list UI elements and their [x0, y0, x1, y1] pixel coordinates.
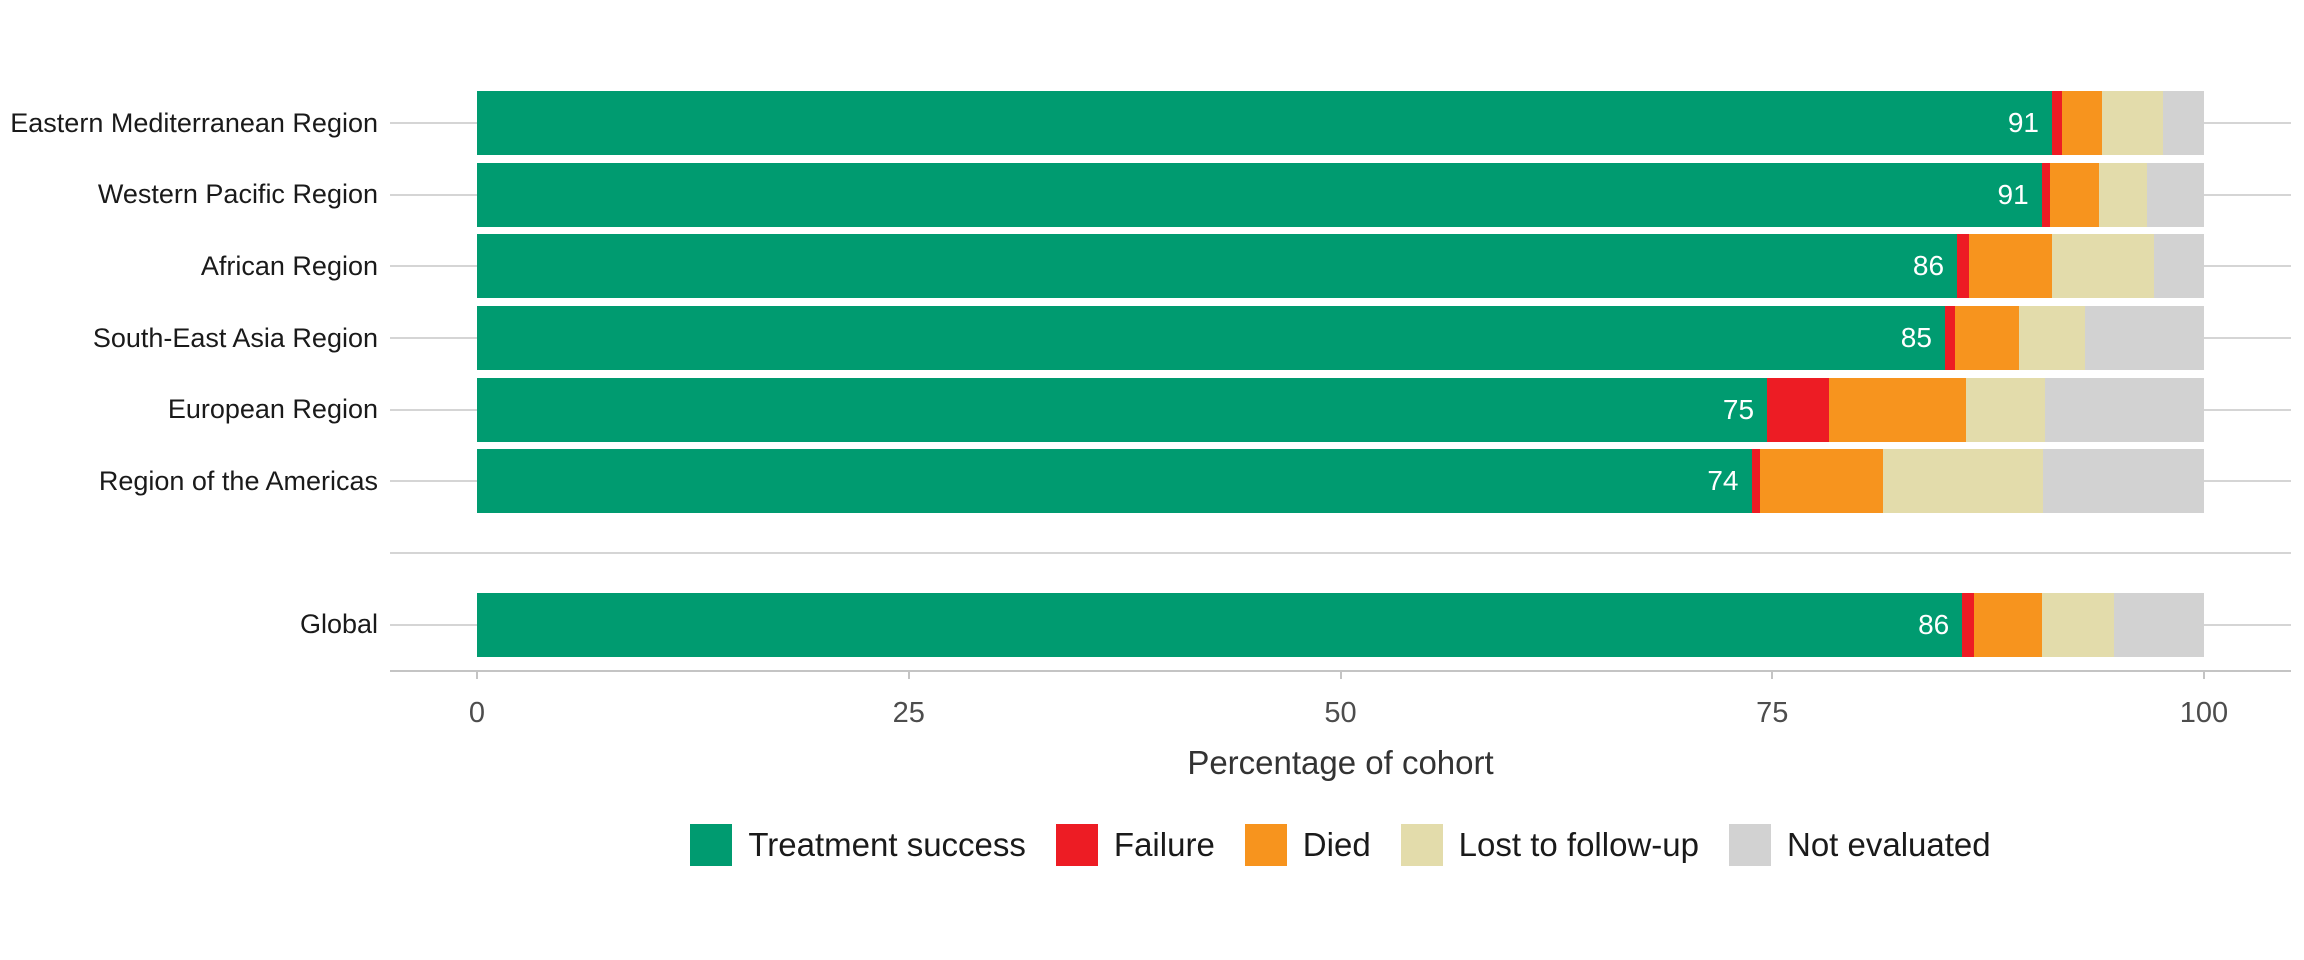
- chart-row: African Region 86: [0, 234, 2304, 299]
- bar-value-label: 86: [1912, 250, 1945, 282]
- stacked-bar: 75: [477, 377, 2204, 442]
- x-axis-tick: [2203, 670, 2205, 679]
- segment-lost-to-follow-up: [2052, 234, 2154, 299]
- row-gridline: [390, 552, 2291, 554]
- legend-item: Not evaluated: [1728, 824, 1991, 866]
- segment-treatment-success: 91: [477, 91, 2053, 155]
- segment-died: [1974, 592, 2042, 657]
- chart-row: Region of the Americas 74: [0, 449, 2304, 514]
- segment-lost-to-follow-up: [1965, 377, 2046, 442]
- segment-not-evaluated: [2045, 377, 2204, 442]
- chart-row: [0, 521, 2304, 585]
- chart-row: Eastern Mediterranean Region 91: [0, 91, 2304, 155]
- stacked-bar: 86: [477, 234, 2204, 299]
- segment-died: [1829, 377, 1966, 442]
- legend-label: Not evaluated: [1786, 826, 1991, 863]
- segment-not-evaluated: [2153, 234, 2204, 299]
- legend: Treatment success Failure Died Lost to foll…: [390, 824, 2291, 866]
- segment-treatment-success: 91: [477, 162, 2042, 227]
- chart-row: Global 86: [0, 592, 2304, 657]
- chart-row: South-East Asia Region 85: [0, 306, 2304, 370]
- segment-died: [1969, 234, 2052, 299]
- bar-value-label: 91: [2007, 107, 2040, 138]
- x-axis-tick-label: 50: [1324, 697, 1357, 729]
- segment-failure: [2041, 162, 2051, 227]
- row-label: European Region: [167, 394, 378, 425]
- segment-failure: [1962, 592, 1975, 657]
- segment-lost-to-follow-up: [2102, 91, 2163, 155]
- row-label: South-East Asia Region: [92, 322, 378, 353]
- chart-row: European Region 75: [0, 377, 2304, 442]
- segment-failure: [1944, 306, 1956, 370]
- legend-swatch-not-evaluated: [1728, 824, 1771, 866]
- legend-swatch-died: [1244, 824, 1287, 866]
- legend-label: Died: [1302, 826, 1371, 863]
- bar-value-label: 74: [1707, 465, 1739, 497]
- legend-item: Treatment success: [690, 824, 1026, 866]
- stacked-bar: 86: [477, 592, 2204, 657]
- segment-failure: [1767, 377, 1830, 442]
- stacked-bar: 91: [477, 162, 2204, 227]
- segment-died: [1955, 306, 2020, 370]
- row-label: Global: [299, 609, 378, 640]
- x-axis-tick: [1339, 670, 1342, 679]
- segment-not-evaluated: [2084, 306, 2204, 370]
- bar-value-label: 75: [1722, 393, 1755, 425]
- segment-lost-to-follow-up: [2098, 162, 2147, 227]
- legend-swatch-treatment-success: [690, 824, 733, 866]
- segment-treatment-success: 74: [477, 449, 1752, 514]
- segment-not-evaluated: [2162, 91, 2204, 155]
- segment-died: [1760, 449, 1883, 514]
- x-axis-tick: [476, 670, 478, 679]
- segment-treatment-success: 75: [477, 377, 1768, 442]
- segment-not-evaluated: [2146, 162, 2204, 227]
- x-axis-tick: [907, 670, 910, 679]
- segment-lost-to-follow-up: [2041, 592, 2115, 657]
- row-label: Eastern Mediterranean Region: [10, 107, 378, 138]
- segment-treatment-success: 86: [477, 234, 1958, 299]
- x-axis-tick-label: 25: [892, 697, 925, 729]
- segment-lost-to-follow-up: [2019, 306, 2085, 370]
- bar-value-label: 85: [1900, 322, 1932, 353]
- segment-not-evaluated: [2114, 592, 2204, 657]
- row-label: Western Pacific Region: [97, 179, 378, 210]
- segment-failure: [1957, 234, 1970, 299]
- segment-died: [2050, 162, 2099, 227]
- segment-treatment-success: 85: [477, 306, 1945, 370]
- segment-failure: [2052, 91, 2063, 155]
- bar-value-label: 91: [1997, 178, 2029, 210]
- x-axis-tick-label: 100: [2179, 697, 2229, 729]
- stacked-bar: 91: [477, 91, 2204, 155]
- row-label: African Region: [200, 250, 378, 281]
- legend-item: Failure: [1055, 824, 1215, 866]
- segment-failure: [1751, 449, 1761, 514]
- legend-item: Died: [1244, 824, 1371, 866]
- legend-swatch-failure: [1055, 824, 1098, 866]
- segment-not-evaluated: [2043, 449, 2204, 514]
- x-axis-tick-label: 0: [468, 697, 486, 729]
- stacked-bar: 74: [477, 449, 2204, 514]
- segment-treatment-success: 86: [477, 592, 1963, 657]
- chart-row: Western Pacific Region 91: [0, 162, 2304, 227]
- segment-lost-to-follow-up: [1882, 449, 2044, 514]
- bar-value-label: 86: [1918, 608, 1950, 640]
- segment-died: [2062, 91, 2103, 155]
- x-axis-title: Percentage of cohort: [1187, 744, 1494, 781]
- x-axis-tick: [1771, 670, 1774, 679]
- legend-item: Lost to follow-up: [1400, 824, 1699, 866]
- legend-label: Failure: [1113, 826, 1215, 863]
- legend-swatch-lost-to-follow-up: [1400, 824, 1443, 866]
- x-axis-tick-label: 75: [1756, 697, 1789, 729]
- stacked-bar: 85: [477, 306, 2204, 370]
- legend-label: Treatment success: [748, 826, 1026, 863]
- legend-label: Lost to follow-up: [1458, 826, 1699, 863]
- row-label: Region of the Americas: [98, 465, 378, 496]
